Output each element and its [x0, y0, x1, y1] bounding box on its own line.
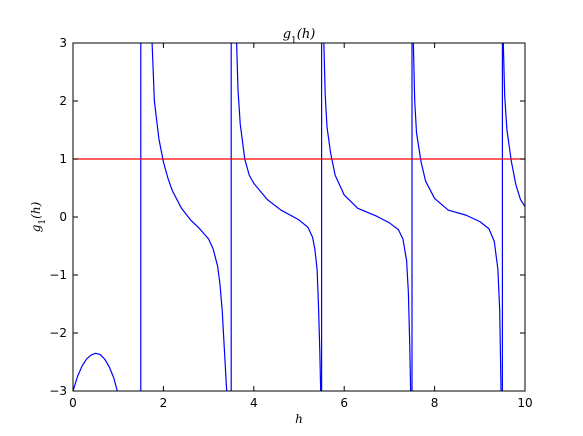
x-tick-label: 2	[160, 396, 168, 410]
y-tick-label: −2	[49, 326, 67, 340]
chart-title: g1(h)	[283, 27, 316, 46]
series-0-segment-10	[502, 43, 525, 208]
y-tick-label: 0	[59, 210, 67, 224]
series-0-segment-6	[323, 43, 412, 391]
y-axis-label: g1(h)	[29, 201, 48, 232]
x-tick-label: 0	[69, 396, 77, 410]
series-0-segment-0	[73, 352, 118, 391]
x-tick-label: 8	[431, 396, 439, 410]
y-tick-label: 1	[59, 152, 67, 166]
series-layer	[73, 43, 525, 391]
y-tick-label: 2	[59, 94, 67, 108]
series-0-segment-8	[412, 43, 502, 391]
x-tick-label: 10	[517, 396, 532, 410]
series-0-segment-4	[236, 43, 322, 391]
y-tick-label: 3	[59, 36, 67, 50]
y-tick-label: −1	[49, 268, 67, 282]
x-axis-label: h	[295, 412, 303, 426]
tick-layer: 0 2 4 6 8 10 −3 −2 −1 0 1 2 3	[49, 36, 532, 410]
series-0-segment-2	[151, 43, 228, 391]
y-tick-label: −3	[49, 384, 67, 398]
x-tick-label: 4	[250, 396, 258, 410]
x-tick-label: 6	[340, 396, 348, 410]
